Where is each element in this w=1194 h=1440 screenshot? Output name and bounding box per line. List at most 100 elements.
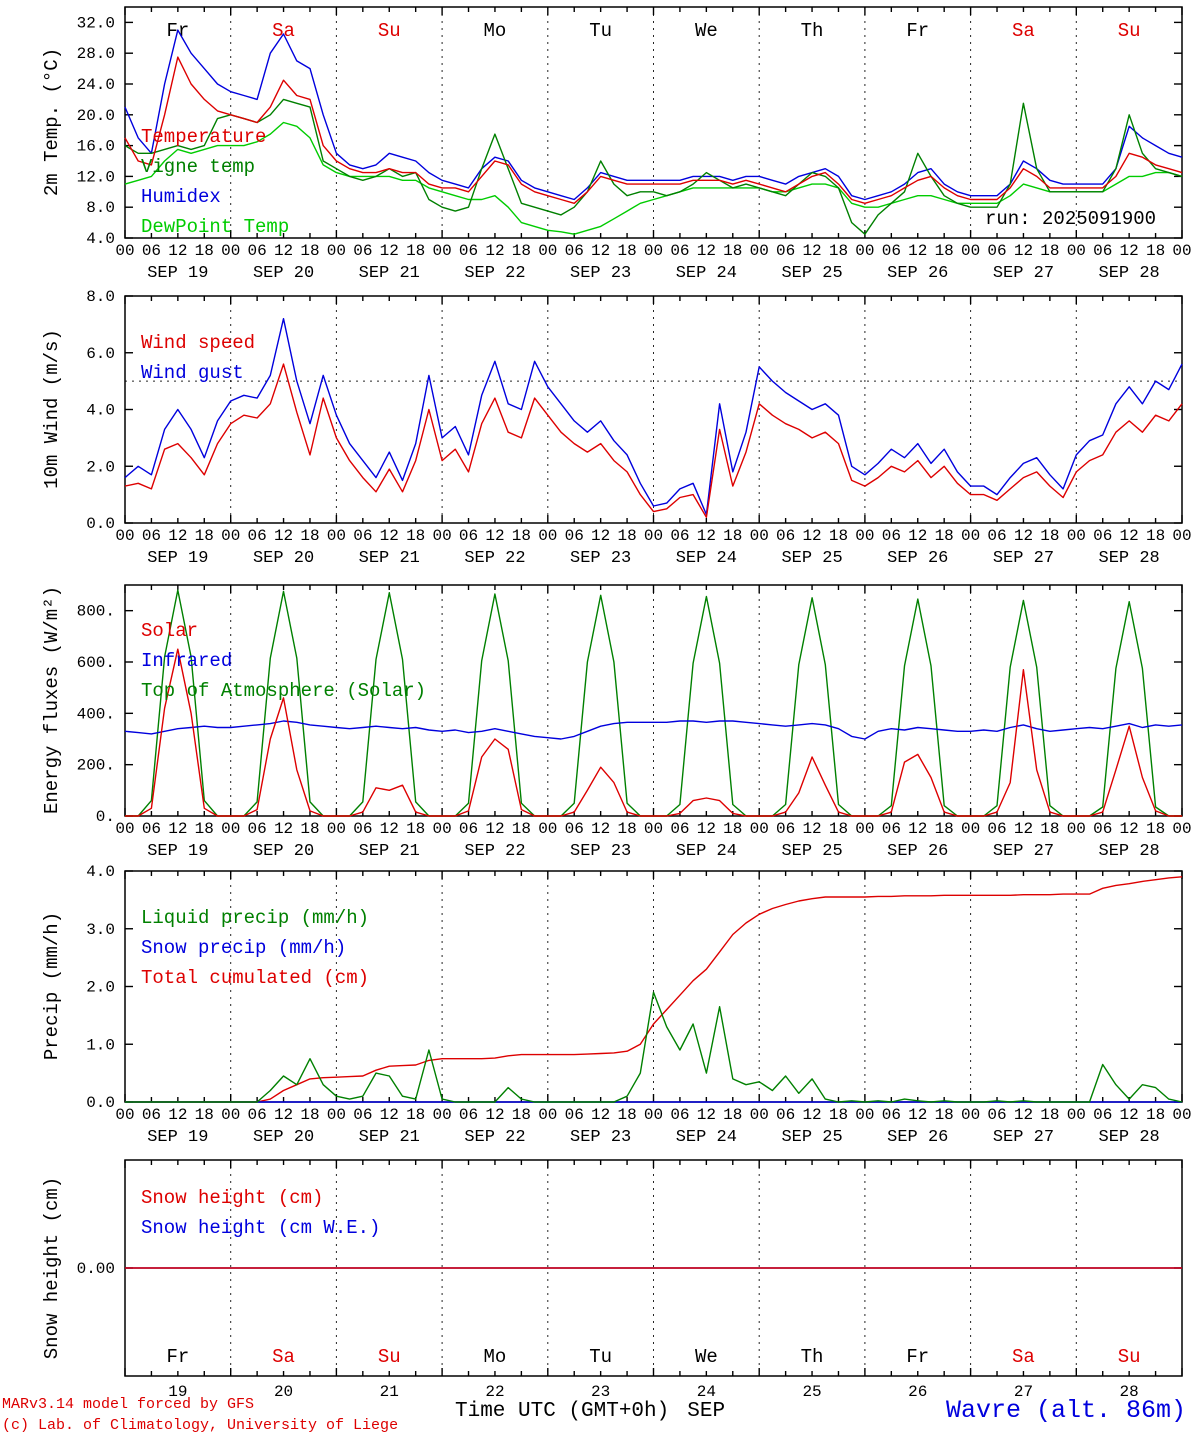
hour-label: 18: [935, 242, 954, 260]
hour-label: 18: [406, 242, 425, 260]
hour-label: 12: [697, 820, 716, 838]
hour-label: 18: [829, 527, 848, 545]
hour-label: 12: [1120, 242, 1139, 260]
date-label: SEP 20: [253, 264, 314, 283]
date-label: SEP 21: [359, 1128, 420, 1147]
y-tick-label: 0.0: [86, 1094, 115, 1112]
hour-label: 12: [1120, 1106, 1139, 1124]
series-total-cumulated: [125, 876, 1183, 1103]
hour-label: 18: [512, 1106, 531, 1124]
hour-label: 00: [1067, 527, 1086, 545]
date-label: SEP 23: [570, 1128, 631, 1147]
hour-label: 00: [644, 820, 663, 838]
hour-label: 18: [829, 242, 848, 260]
date-label: SEP 28: [1099, 264, 1160, 283]
y-tick-label: 16.0: [77, 138, 115, 156]
legend-precip: Liquid precip (mm/h) Snow precip (mm/h) To…: [141, 903, 369, 993]
date-label: SEP 20: [253, 842, 314, 861]
date-label: SEP 27: [993, 549, 1054, 568]
hour-label: 12: [591, 527, 610, 545]
y-tick-label: 3.0: [86, 921, 115, 939]
hour-label: 00: [538, 242, 557, 260]
y-tick-label: 2.0: [86, 979, 115, 997]
hour-label: 06: [565, 820, 584, 838]
hour-label: 12: [1014, 820, 1033, 838]
series-wind-gust: [124, 318, 1183, 516]
hour-label: 00: [644, 1106, 663, 1124]
legend-item-infrared: Infrared: [141, 650, 233, 672]
day-of-week-label: Mo: [484, 20, 507, 42]
hour-label: 18: [406, 527, 425, 545]
hour-label: 18: [300, 527, 319, 545]
hour-label: 12: [168, 1106, 187, 1124]
hour-label: 00: [855, 242, 874, 260]
hour-label: 00: [961, 242, 980, 260]
hour-label: 06: [142, 242, 161, 260]
hour-label: 00: [1172, 820, 1191, 838]
legend-item-wind-speed: Wind speed: [141, 332, 256, 354]
hour-label: 18: [1040, 1106, 1059, 1124]
hour-label: 06: [248, 527, 267, 545]
hour-label: 12: [380, 820, 399, 838]
day-number: 27: [1014, 1383, 1033, 1401]
hour-label: 18: [512, 242, 531, 260]
hour-label: 18: [300, 242, 319, 260]
hour-label: 00: [221, 242, 240, 260]
date-label: SEP 24: [676, 264, 737, 283]
hour-label: 18: [1146, 242, 1165, 260]
hour-label: 18: [723, 527, 742, 545]
hour-label: 12: [697, 242, 716, 260]
date-label: SEP 22: [464, 264, 525, 283]
y-tick-label: 0.00: [77, 1260, 115, 1278]
hour-label: 12: [908, 820, 927, 838]
y-tick-label: 12.0: [77, 168, 115, 186]
hour-label: 12: [485, 820, 504, 838]
hour-label: 12: [380, 527, 399, 545]
hour-label: 18: [617, 527, 636, 545]
legend-temperature: Temperature Vigne temp Humidex DewPoint Tem…: [141, 122, 289, 242]
hour-label: 00: [327, 820, 346, 838]
day-number: 28: [1120, 1383, 1139, 1401]
hour-label: 00: [961, 1106, 980, 1124]
date-label: SEP 23: [570, 842, 631, 861]
hour-label: 12: [697, 1106, 716, 1124]
hour-label: 18: [406, 1106, 425, 1124]
hour-label: 00: [432, 1106, 451, 1124]
hour-label: 06: [987, 1106, 1006, 1124]
y-tick-label: 28.0: [77, 45, 115, 63]
legend-item-snow-precip: Snow precip (mm/h): [141, 937, 347, 959]
legend-energy-flux: Solar Infrared Top of Atmosphere (Solar): [141, 616, 426, 706]
hour-label: 00: [1067, 1106, 1086, 1124]
date-label: SEP 25: [781, 549, 842, 568]
legend-item-vigne-temp: Vigne temp: [141, 156, 256, 178]
ylabel-energy-flux: Energy fluxes (W/m²): [41, 585, 63, 815]
series-temperature: [124, 56, 1183, 205]
hour-label: 12: [908, 1106, 927, 1124]
hour-label: 18: [617, 242, 636, 260]
hour-label: 12: [591, 820, 610, 838]
hour-label: 06: [882, 242, 901, 260]
hour-label: 12: [802, 820, 821, 838]
station-label: Wavre (alt. 86m): [945, 1396, 1186, 1425]
hour-label: 12: [485, 527, 504, 545]
day-number: 26: [908, 1383, 927, 1401]
date-label: SEP 26: [887, 1128, 948, 1147]
hour-label: 12: [1014, 1106, 1033, 1124]
hour-label: 06: [353, 820, 372, 838]
hour-label: 06: [987, 242, 1006, 260]
date-label: SEP 26: [887, 264, 948, 283]
hour-label: 00: [961, 820, 980, 838]
hour-label: 00: [432, 820, 451, 838]
hour-label: 06: [459, 527, 478, 545]
date-label: SEP 24: [676, 1128, 737, 1147]
run-label: run: 2025091900: [985, 208, 1157, 230]
hour-label: 06: [565, 1106, 584, 1124]
hour-label: 06: [248, 242, 267, 260]
series-infrared: [124, 720, 1183, 740]
hour-label: 06: [776, 527, 795, 545]
date-label: SEP 26: [887, 549, 948, 568]
hour-label: 12: [1014, 527, 1033, 545]
hour-label: 06: [1093, 242, 1112, 260]
hour-label: 06: [776, 242, 795, 260]
